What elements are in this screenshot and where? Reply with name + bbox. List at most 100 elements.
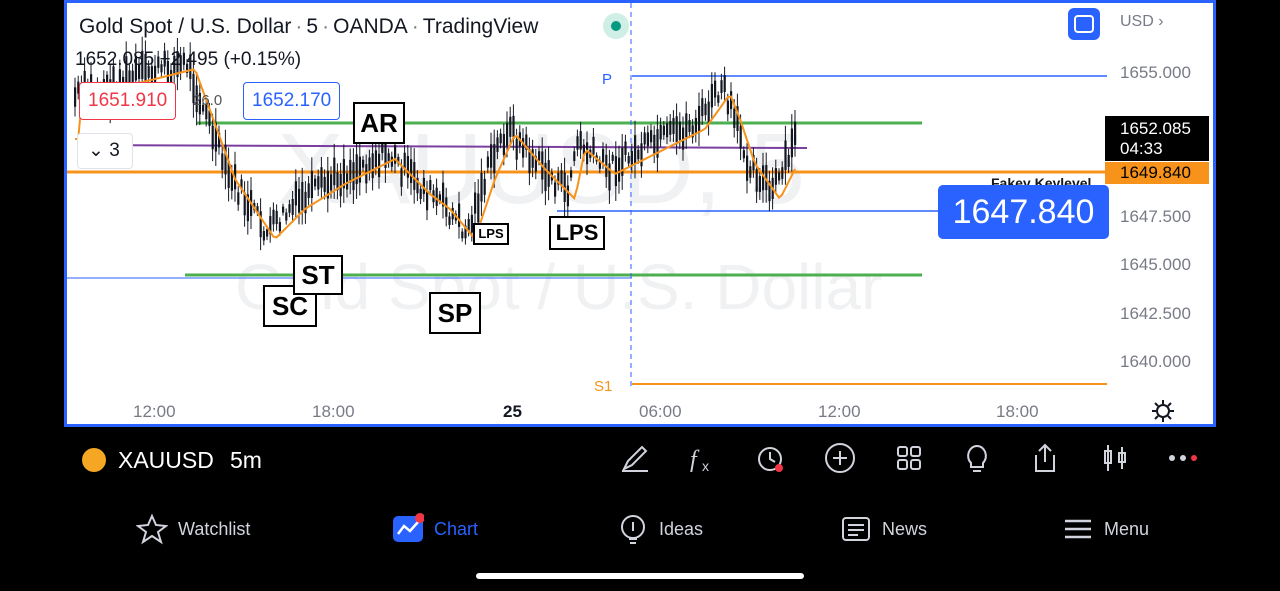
candle-body [685,113,688,138]
candle-body [752,154,755,171]
candle-body [282,206,285,213]
fakey-price-badge[interactable]: 1647.840 [938,185,1109,239]
candle-body [304,191,307,214]
candle-body [435,187,438,206]
pencil-icon[interactable] [618,441,652,475]
candle-body [762,165,765,191]
candle-body [189,54,192,79]
sell-button[interactable]: 1651.910 [79,82,177,120]
alert-clock-icon[interactable] [754,441,788,475]
candle-body [323,176,326,192]
home-indicator[interactable] [476,573,804,579]
symbol-name[interactable]: XAUUSD [118,447,214,473]
candles-icon[interactable] [1098,441,1132,475]
time-label-day-25: 25 [503,402,522,421]
candle-body [381,138,384,153]
candle-body [534,156,537,172]
nav-menu-label: Menu [1104,518,1150,539]
candle-body [710,83,713,108]
currency-selector[interactable]: USD › [1120,13,1164,30]
annotation-lps[interactable]: LPS [549,216,605,250]
candle-body [179,55,182,72]
candle-body [598,160,601,169]
candle-body [349,159,352,183]
candle-body [160,64,163,73]
candle-body [182,52,185,65]
candle-body [758,176,761,192]
nav-ideas[interactable]: Ideas [617,513,703,545]
candle-body [342,159,345,189]
candle-body [211,125,214,150]
candle-body [720,80,723,93]
interval-selector[interactable]: 5m [230,447,262,473]
more-icon[interactable] [1166,441,1200,475]
ohlc-price: 1652.085 [75,49,155,70]
annotation-sc[interactable]: SC [263,285,317,327]
candle-body [621,147,624,176]
annotation-lps-small[interactable]: LPS [473,223,509,245]
candle-body [147,66,150,78]
lightbulb-icon[interactable] [960,441,994,475]
chart-area[interactable]: XAUUSD, 5 Gold Spot / U.S. Dollar Gold S… [64,0,1216,427]
chevron-down-icon: ⌄ [88,140,104,161]
candle-body [198,92,201,115]
candle-body [458,203,461,227]
candle-body [790,128,793,158]
candle-body [669,120,672,135]
candle-body [544,162,547,192]
candle-body [784,140,787,171]
grid-icon[interactable] [892,441,926,475]
orange-level-label: 1649.840 [1105,162,1209,184]
candle-body [659,124,662,140]
candle-body [192,73,195,104]
candle-body [138,64,141,79]
news-icon [842,517,870,541]
candle-body [330,174,333,191]
bottom-navigation: Watchlist Chart Ideas News Menu [0,491,1280,591]
price-scale-1655: 1655.000 [1120,63,1191,82]
annotation-sp[interactable]: SP [429,292,481,334]
annotation-ar[interactable]: AR [353,102,405,144]
candle-body [694,117,697,135]
candle-body [787,154,790,167]
chart-icon [393,513,424,542]
fullscreen-icon[interactable] [1068,8,1100,40]
nav-news[interactable]: News [840,513,927,545]
candle-body [269,216,272,234]
candle-body [739,125,742,149]
chart-canvas[interactable]: XAUUSD, 5 Gold Spot / U.S. Dollar [67,3,1213,424]
nav-menu[interactable]: Menu [1062,513,1149,545]
share-icon[interactable] [1028,441,1062,475]
nav-watchlist[interactable]: Watchlist [136,513,250,545]
candle-body [614,156,617,187]
candle-body [746,155,749,181]
candle-body [307,183,310,198]
candle-body [691,125,694,138]
candle-body [442,182,445,207]
add-icon[interactable] [823,441,857,475]
indicators-toggle-button[interactable]: ⌄ 3 [77,133,133,169]
price-scale-1647-5: 1647.500 [1120,207,1191,226]
svg-text:f: f [690,447,700,473]
candle-body [509,116,512,137]
candle-body [333,157,336,186]
candle-body [298,188,301,213]
candle-body [483,178,486,195]
annotation-st[interactable]: ST [293,255,343,295]
candle-body [560,170,563,185]
candle-body [275,210,278,225]
chart-title: Gold Spot / U.S. Dollar [79,15,292,38]
buy-button[interactable]: 1652.170 [243,82,341,120]
candle-body [470,214,473,233]
candle-body [416,177,419,194]
candle-body [74,87,77,107]
bar-countdown: 04:33 [1120,139,1163,158]
candle-body [371,153,374,179]
candle-body [538,151,541,161]
candle-body [515,139,518,160]
nav-ideas-label: Ideas [659,518,704,539]
nav-chart[interactable]: Chart [392,513,478,545]
settings-gear-icon[interactable] [1151,399,1175,424]
candle-body [419,188,422,200]
